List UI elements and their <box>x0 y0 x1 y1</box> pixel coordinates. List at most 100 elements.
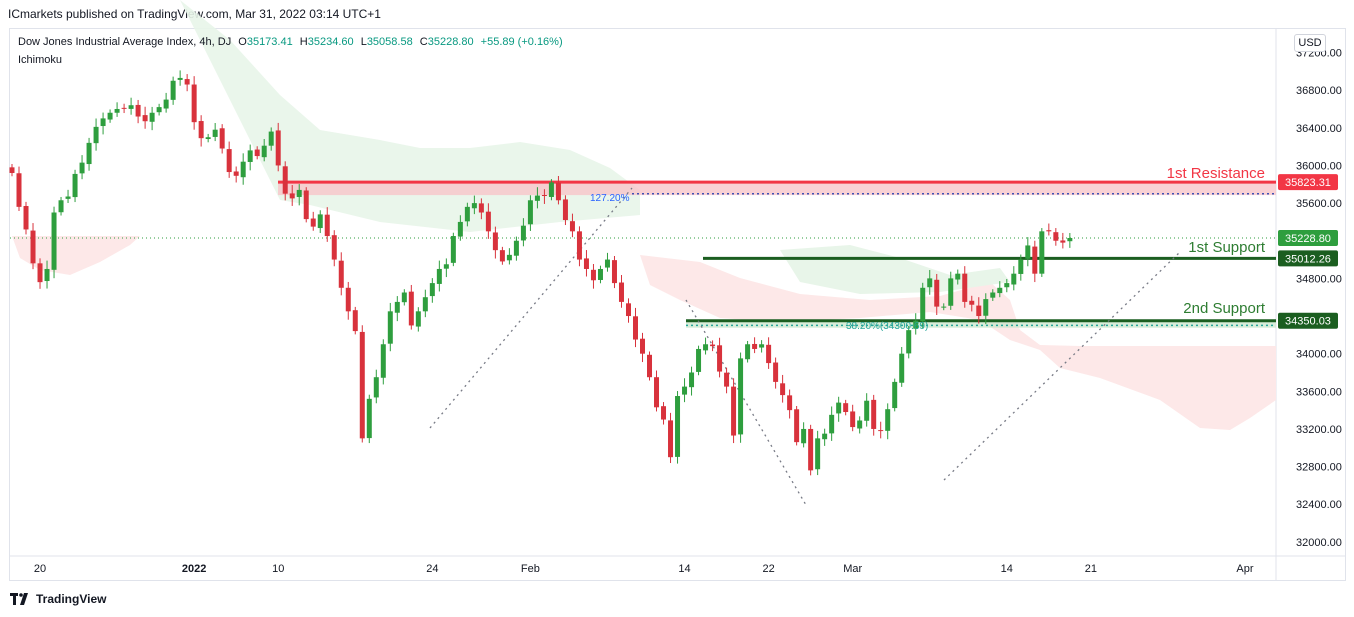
candle-body <box>65 196 71 199</box>
candle-body <box>661 406 667 420</box>
support2-price-tag: 34350.03 <box>1285 316 1331 328</box>
candle-body <box>345 287 351 312</box>
candle-body <box>464 206 470 222</box>
y-tick-label: 34000.00 <box>1296 349 1342 361</box>
candle-body <box>457 221 463 237</box>
candle-body <box>170 80 176 100</box>
candle-body <box>163 99 169 109</box>
y-tick-label: 32000.00 <box>1296 537 1342 549</box>
candle-body <box>233 171 239 176</box>
candle-body <box>948 278 954 306</box>
indicator-ichimoku[interactable]: Ichimoku <box>18 54 63 66</box>
candle-body <box>590 269 596 281</box>
candle-body <box>37 263 43 283</box>
tradingview-footer[interactable]: TradingView <box>10 592 106 606</box>
candle-body <box>913 320 919 329</box>
support1-annotation: 1st Support <box>1188 239 1266 256</box>
support2-zone <box>686 320 1276 328</box>
candle-body <box>724 372 730 387</box>
y-tick-label: 34800.00 <box>1296 273 1342 285</box>
candle-body <box>478 203 484 213</box>
x-tick-label: Mar <box>843 563 862 575</box>
candle-body <box>1039 231 1045 274</box>
candle-body <box>836 402 842 414</box>
candle-body <box>429 283 435 297</box>
currency-button[interactable]: USD <box>1294 34 1326 52</box>
candle-body <box>324 214 330 237</box>
candle-body <box>44 268 50 282</box>
candle-body <box>51 212 57 270</box>
candle-body <box>1011 273 1017 285</box>
tradingview-logo-icon <box>10 593 28 605</box>
x-tick-label: 20 <box>34 563 46 575</box>
candle-body <box>738 358 744 435</box>
candle-body <box>268 131 274 146</box>
footer-brand: TradingView <box>36 592 107 606</box>
x-tick-label: 2022 <box>182 563 206 575</box>
candle-body <box>569 221 575 232</box>
candle-body <box>184 79 190 85</box>
candle-body <box>710 344 716 347</box>
candle-body <box>261 145 267 158</box>
candle-body <box>16 173 22 207</box>
candle-body <box>282 166 288 194</box>
candle-body <box>352 310 358 332</box>
candle-body <box>934 279 940 307</box>
fib-38-label: 38.20%(34300.69) <box>846 321 928 332</box>
candle-body <box>303 190 309 220</box>
candle-body <box>548 182 554 197</box>
candle-body <box>86 142 92 165</box>
candle-body <box>499 250 505 262</box>
candle-body <box>822 433 828 440</box>
candle-body <box>436 268 442 284</box>
y-tick-label: 36800.00 <box>1296 85 1342 97</box>
y-tick-label: 35600.00 <box>1296 198 1342 210</box>
candle-body <box>450 236 456 263</box>
x-tick-label: 10 <box>272 563 284 575</box>
candle-body <box>79 162 85 174</box>
candle-body <box>962 273 968 302</box>
candle-body <box>885 409 891 431</box>
candle-body <box>58 200 64 213</box>
candle-body <box>9 167 15 173</box>
candle-body <box>583 258 589 269</box>
candle-body <box>787 395 793 411</box>
candle-body <box>527 200 533 225</box>
x-tick-label: 21 <box>1085 563 1097 575</box>
candle-body <box>317 214 323 229</box>
candle-body <box>843 403 849 413</box>
candle-body <box>142 115 148 122</box>
candle-body <box>878 430 884 432</box>
candle-body <box>864 400 870 421</box>
candle-body <box>107 112 113 120</box>
candle-body <box>394 301 400 313</box>
candle-body <box>177 77 183 80</box>
candle-body <box>93 126 99 144</box>
candle-body <box>415 311 421 327</box>
candle-body <box>766 344 772 364</box>
candle-body <box>506 254 512 261</box>
x-tick-label: Feb <box>521 563 540 575</box>
candle-body <box>338 260 344 288</box>
candle-body <box>247 150 253 162</box>
candle-body <box>1060 240 1066 243</box>
support1-price-tag: 35012.26 <box>1285 253 1331 265</box>
candle-body <box>647 354 653 378</box>
candle-body <box>226 149 232 173</box>
support2-price-tag-bg <box>1278 312 1338 329</box>
candle-body <box>668 420 674 458</box>
candle-body <box>205 137 211 140</box>
candle-body <box>625 303 631 317</box>
last-price-tag-bg <box>1278 230 1338 247</box>
support1-price-tag-bg <box>1278 250 1338 267</box>
candle-body <box>387 311 393 344</box>
y-tick-label: 33200.00 <box>1296 424 1342 436</box>
candle-body <box>696 348 702 372</box>
candle-body <box>1018 259 1024 274</box>
candle-body <box>422 297 428 312</box>
symbol-title: Dow Jones Industrial Average Index, 4h, … <box>18 36 232 48</box>
candle-body <box>703 344 709 351</box>
candle-body <box>359 331 365 439</box>
candle-body <box>380 344 386 378</box>
